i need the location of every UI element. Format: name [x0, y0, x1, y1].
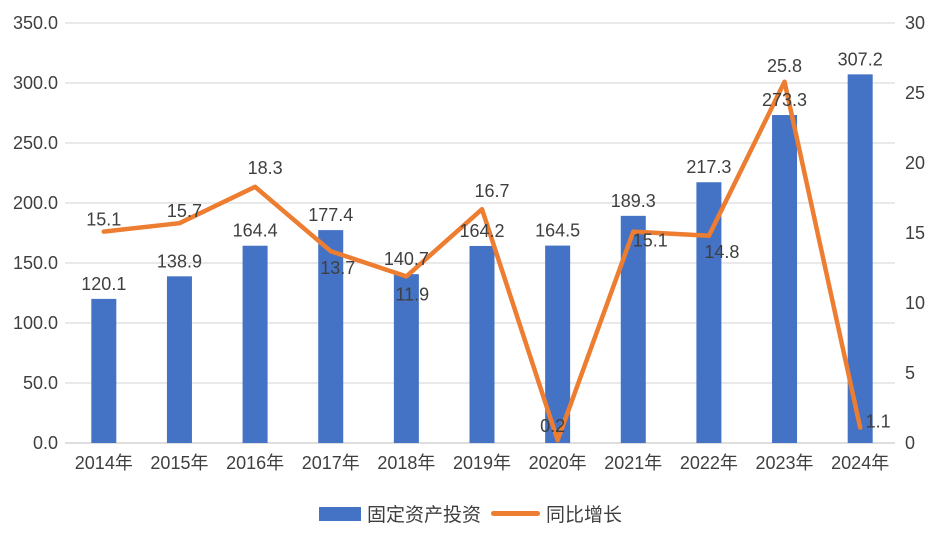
left-axis-tick-label: 0.0 — [33, 433, 58, 453]
right-axis-tick-label: 20 — [905, 153, 925, 173]
bar-2014年 — [91, 298, 117, 443]
legend-item-line-series: 同比增长 — [491, 500, 622, 527]
left-axis-tick-label: 200.0 — [13, 193, 58, 213]
bar-value-label: 120.1 — [81, 274, 126, 294]
line-value-label: 18.3 — [248, 158, 283, 178]
left-axis-tick-label: 150.0 — [13, 253, 58, 273]
left-axis-tick-label: 350.0 — [13, 13, 58, 33]
line-value-label: 0.2 — [540, 416, 565, 436]
bar-series-swatch-icon — [318, 506, 361, 521]
line-series-label: 同比增长 — [546, 505, 623, 526]
left-axis-tick-label: 250.0 — [13, 133, 58, 153]
bar-value-label: 140.7 — [384, 249, 429, 269]
right-axis-tick-label: 5 — [905, 363, 915, 383]
chart-legend: 固定资产投资 同比增长 — [0, 500, 941, 527]
bar-2019年 — [469, 245, 495, 443]
bar-value-label: 217.3 — [686, 157, 731, 177]
line-value-label: 15.1 — [86, 210, 121, 230]
x-axis-category-label: 2020年 — [529, 453, 587, 473]
x-axis-category-label: 2018年 — [377, 453, 435, 473]
bar-value-label: 189.3 — [611, 191, 656, 211]
left-axis-tick-label: 300.0 — [13, 73, 58, 93]
bar-2017年 — [318, 230, 344, 443]
line-value-label: 1.1 — [866, 412, 891, 432]
left-axis-tick-label: 50.0 — [23, 373, 58, 393]
bar-value-label: 164.4 — [233, 221, 278, 241]
bar-value-label: 273.3 — [762, 90, 807, 110]
bar-value-label: 138.9 — [157, 251, 202, 271]
bar-value-label: 164.5 — [535, 221, 580, 241]
right-axis-tick-label: 25 — [905, 83, 925, 103]
line-series-swatch-icon — [491, 511, 540, 516]
line-value-label: 14.8 — [704, 242, 739, 262]
x-axis-category-label: 2016年 — [226, 453, 284, 473]
left-axis-tick-label: 100.0 — [13, 313, 58, 333]
x-axis-category-label: 2014年 — [75, 453, 133, 473]
line-value-label: 13.7 — [320, 258, 355, 278]
right-axis-tick-label: 10 — [905, 293, 925, 313]
line-value-label: 11.9 — [396, 284, 430, 304]
bar-2022年 — [696, 182, 722, 444]
bar-2016年 — [242, 245, 268, 443]
line-value-label: 25.8 — [767, 56, 802, 76]
bar-value-label: 164.2 — [459, 221, 504, 241]
combo-chart-plot: 120.1 138.9 164.4 177.4 140.7 164.2 164.5 189.3… — [13, 13, 925, 473]
legend-item-bar-series: 固定资产投资 — [318, 500, 481, 527]
line-value-label: 15.1 — [633, 231, 668, 251]
right-axis-tick-label: 30 — [905, 13, 925, 33]
x-axis-category-label: 2022年 — [680, 453, 738, 473]
right-axis-tick-label: 0 — [905, 433, 915, 453]
growth-line — [101, 79, 863, 443]
bar-series-label: 固定资产投资 — [366, 505, 481, 526]
bar-value-label: 177.4 — [308, 205, 353, 225]
right-axis-tick-label: 15 — [905, 223, 925, 243]
bar-value-label: 307.2 — [838, 49, 883, 69]
x-axis-category-label: 2017年 — [302, 453, 360, 473]
bar-2018年 — [393, 274, 419, 443]
x-axis-category-label: 2023年 — [756, 453, 814, 473]
bar-2023年 — [772, 115, 798, 443]
bar-2015年 — [166, 276, 192, 443]
x-axis-category-label: 2015年 — [150, 453, 208, 473]
x-axis-category-label: 2024年 — [831, 453, 889, 473]
line-value-label: 16.7 — [474, 181, 509, 201]
x-axis-category-label: 2019年 — [453, 453, 511, 473]
line-value-label: 15.7 — [167, 201, 202, 221]
x-axis-category-label: 2021年 — [604, 453, 662, 473]
